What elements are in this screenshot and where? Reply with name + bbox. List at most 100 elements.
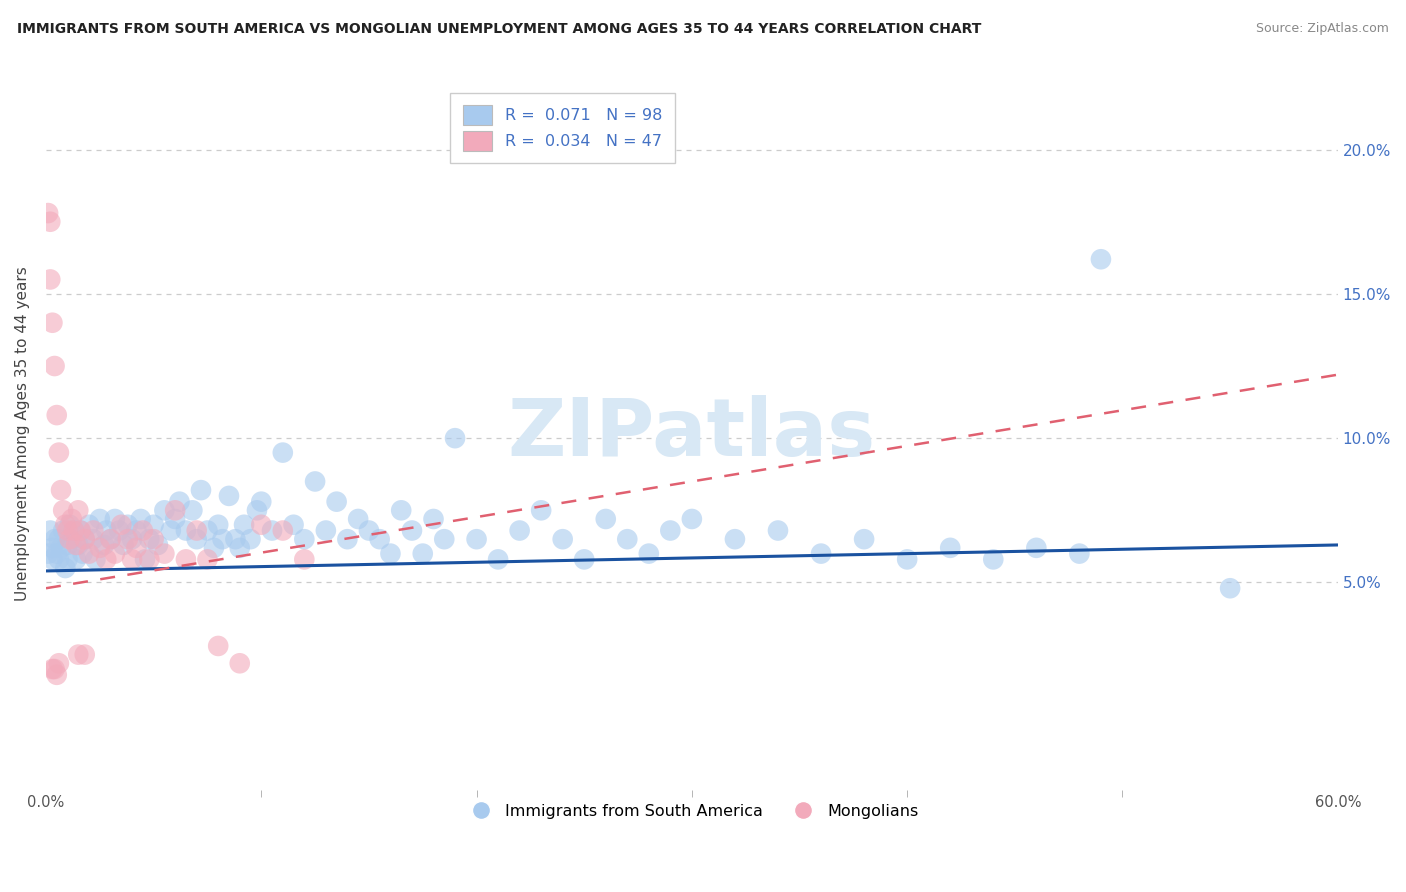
Point (117, 517, 139, 532)
Point (49, 541, 72, 555)
Point (48, 532, 70, 546)
Point (444, 431, 467, 445)
Point (160, 524, 183, 538)
Point (211, 532, 233, 546)
Point (63, 524, 86, 538)
Point (121, 532, 143, 546)
Point (72, 547, 94, 561)
Point (45, 547, 67, 561)
Point (108, 524, 131, 538)
Point (84, 552, 107, 566)
Point (56, 538, 79, 552)
Point (197, 524, 219, 538)
Point (174, 552, 197, 566)
Point (169, 494, 191, 508)
Point (181, 503, 204, 517)
Y-axis label: Unemployment Among Ages 35 to 44 years: Unemployment Among Ages 35 to 44 years (15, 267, 30, 601)
Point (939, 541, 962, 555)
Point (60, 512, 83, 526)
Point (96, 524, 118, 538)
Point (186, 532, 208, 546)
Point (229, 657, 252, 671)
Point (292, 532, 315, 546)
Point (39, 215, 62, 229)
Point (37, 206, 59, 220)
Point (93, 538, 115, 552)
Point (224, 532, 246, 546)
Point (766, 524, 789, 538)
Point (77, 517, 100, 532)
Point (73, 648, 96, 662)
Point (63, 524, 86, 538)
Point (132, 524, 155, 538)
Point (89, 541, 111, 555)
Point (69, 524, 91, 538)
Point (112, 538, 135, 552)
Point (125, 541, 148, 555)
Point (486, 552, 509, 566)
Point (48, 552, 70, 566)
Point (250, 494, 273, 508)
Point (56, 552, 79, 566)
Point (41, 662, 63, 676)
Point (465, 532, 488, 546)
Point (207, 517, 229, 532)
Point (336, 532, 359, 546)
Point (153, 503, 176, 517)
Point (207, 639, 229, 653)
Point (202, 541, 225, 555)
Point (37, 547, 59, 561)
Point (153, 547, 176, 561)
Point (53, 561, 76, 575)
Point (138, 532, 160, 546)
Point (142, 532, 165, 546)
Point (1219, 581, 1241, 595)
Point (724, 532, 747, 546)
Point (39, 272, 62, 286)
Point (239, 532, 262, 546)
Point (401, 524, 423, 538)
Point (53, 517, 76, 532)
Point (67, 648, 90, 662)
Point (117, 532, 139, 546)
Point (347, 512, 370, 526)
Point (82, 524, 104, 538)
Point (292, 552, 315, 566)
Point (853, 532, 876, 546)
Point (134, 552, 156, 566)
Point (283, 517, 305, 532)
Point (77, 547, 100, 561)
Point (39, 524, 62, 538)
Point (271, 445, 294, 459)
Text: IMMIGRANTS FROM SOUTH AMERICA VS MONGOLIAN UNEMPLOYMENT AMONG AGES 35 TO 44 YEAR: IMMIGRANTS FROM SOUTH AMERICA VS MONGOLI… (17, 22, 981, 37)
Point (41, 552, 63, 566)
Point (325, 494, 347, 508)
Point (82, 532, 104, 546)
Point (129, 512, 152, 526)
Point (681, 512, 703, 526)
Point (44, 532, 66, 546)
Point (52, 503, 75, 517)
Point (96, 552, 118, 566)
Point (65, 552, 87, 566)
Point (810, 547, 832, 561)
Point (304, 475, 326, 489)
Point (433, 532, 456, 546)
Point (48, 657, 70, 671)
Point (65, 538, 87, 552)
Point (389, 503, 412, 517)
Point (67, 538, 90, 552)
Point (60, 532, 83, 546)
Point (1069, 547, 1091, 561)
Point (1090, 252, 1112, 267)
Point (110, 517, 132, 532)
Point (56, 524, 79, 538)
Point (138, 552, 160, 566)
Point (142, 517, 165, 532)
Point (41, 541, 63, 555)
Point (422, 512, 444, 526)
Point (104, 512, 127, 526)
Point (574, 552, 596, 566)
Point (165, 512, 187, 526)
Point (100, 532, 122, 546)
